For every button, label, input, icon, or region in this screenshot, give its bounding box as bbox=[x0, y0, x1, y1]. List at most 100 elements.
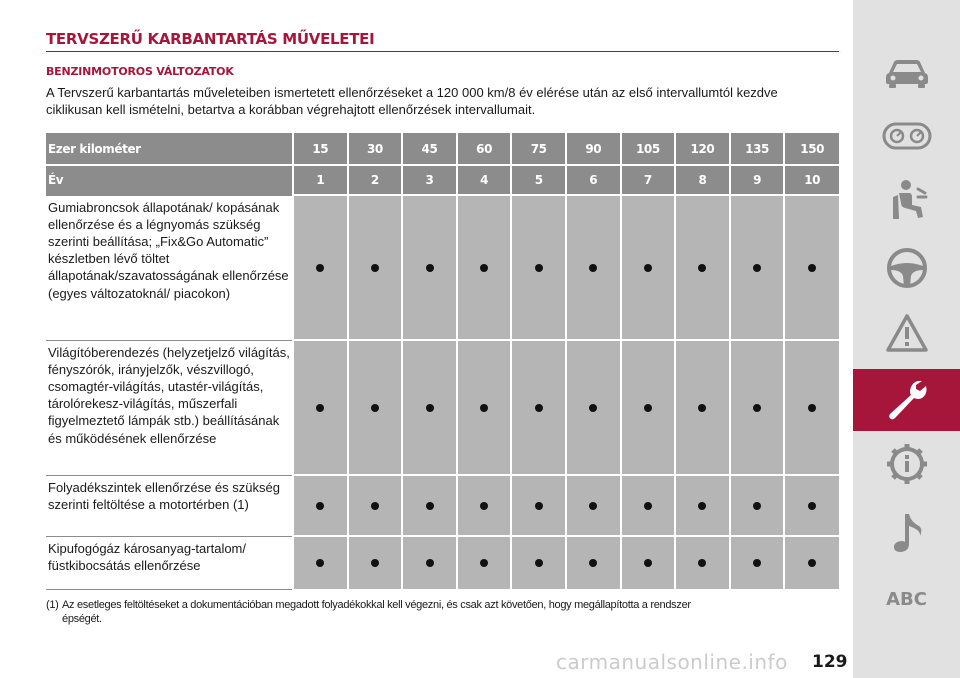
section-subtitle: BENZINMOTOROS VÁLTOZATOK bbox=[46, 65, 234, 78]
row-label: Folyadékszintek ellenőrzése és szükség s… bbox=[46, 474, 294, 536]
check-bullet-icon bbox=[534, 501, 543, 510]
sidebar-item-technical-data[interactable] bbox=[853, 433, 960, 495]
interval-cell bbox=[346, 474, 403, 536]
interval-cell bbox=[728, 339, 785, 475]
check-bullet-icon bbox=[370, 263, 379, 272]
footnote: (1) Az esetleges feltöltéseket a dokument… bbox=[46, 598, 839, 626]
interval-cell bbox=[783, 339, 839, 475]
sidebar-item-driving[interactable] bbox=[853, 237, 960, 299]
dashboard-gauges-icon bbox=[882, 122, 931, 150]
interval-cell bbox=[401, 194, 457, 340]
check-bullet-icon bbox=[808, 263, 817, 272]
year-header-cell: 8 bbox=[674, 164, 730, 195]
check-bullet-icon bbox=[370, 403, 379, 412]
info-gear-icon bbox=[886, 444, 927, 484]
check-bullet-icon bbox=[370, 559, 379, 567]
km-header-cell: 60 bbox=[455, 133, 512, 165]
check-bullet-icon bbox=[753, 263, 762, 272]
sidebar-item-instruments[interactable] bbox=[853, 105, 960, 167]
check-bullet-icon bbox=[316, 501, 325, 510]
km-header-cell: 105 bbox=[619, 133, 676, 165]
interval-cell bbox=[455, 339, 512, 475]
interval-cell bbox=[455, 194, 512, 340]
sidebar-item-safety[interactable] bbox=[853, 168, 960, 230]
interval-cell bbox=[674, 194, 730, 340]
km-header-cell: 90 bbox=[564, 133, 621, 165]
footnote-text: Az esetleges feltöltéseket a dokumentáci… bbox=[62, 599, 691, 611]
interval-cell bbox=[564, 339, 621, 475]
abc-index-label: ABC bbox=[886, 588, 927, 610]
interval-cell bbox=[510, 535, 566, 589]
interval-cell bbox=[728, 474, 785, 536]
check-bullet-icon bbox=[808, 403, 817, 412]
check-bullet-icon bbox=[370, 501, 379, 510]
check-bullet-icon bbox=[808, 559, 817, 567]
interval-cell bbox=[783, 194, 839, 340]
interval-cell bbox=[346, 194, 403, 340]
interval-cell bbox=[619, 339, 676, 475]
sidebar-item-maintenance[interactable] bbox=[853, 369, 960, 431]
warning-triangle-icon bbox=[885, 314, 928, 352]
interval-cell bbox=[510, 339, 566, 475]
interval-cell bbox=[619, 535, 676, 589]
table-row: Gumiabroncsok állapotának/ kopásának ell… bbox=[46, 194, 839, 340]
check-bullet-icon bbox=[808, 501, 817, 510]
km-header-cell: 135 bbox=[728, 133, 785, 165]
interval-cell bbox=[783, 535, 839, 589]
check-bullet-icon bbox=[480, 559, 489, 567]
check-bullet-icon bbox=[480, 263, 489, 272]
footnote-text-continued: épségét. bbox=[62, 613, 102, 625]
music-note-icon bbox=[893, 514, 921, 552]
check-bullet-icon bbox=[425, 501, 434, 510]
check-bullet-icon bbox=[534, 263, 543, 272]
check-bullet-icon bbox=[480, 501, 489, 510]
sidebar-item-vehicle[interactable] bbox=[853, 41, 960, 103]
sidebar-item-index[interactable]: ABC bbox=[853, 568, 960, 630]
interval-cell bbox=[292, 339, 348, 475]
km-header-label: Ezer kilométer bbox=[46, 133, 294, 165]
check-bullet-icon bbox=[643, 403, 652, 412]
interval-cell bbox=[292, 535, 348, 589]
check-bullet-icon bbox=[643, 559, 652, 567]
year-header-cell: 3 bbox=[401, 164, 457, 195]
km-header-cell: 45 bbox=[401, 133, 457, 165]
year-header-label: Év bbox=[46, 164, 294, 195]
interval-cell bbox=[674, 535, 730, 589]
watermark: carmanualsonline.info bbox=[556, 650, 788, 674]
km-header-cell: 150 bbox=[783, 133, 839, 165]
interval-cell bbox=[401, 339, 457, 475]
check-bullet-icon bbox=[698, 501, 707, 510]
check-bullet-icon bbox=[698, 559, 707, 567]
car-icon bbox=[885, 60, 928, 88]
row-label: Gumiabroncsok állapotának/ kopásának ell… bbox=[46, 194, 294, 340]
km-header-cell: 30 bbox=[346, 133, 403, 165]
intro-paragraph: A Tervszerű karbantartás műveleteiben is… bbox=[46, 85, 778, 117]
interval-cell bbox=[346, 535, 403, 589]
check-bullet-icon bbox=[425, 263, 434, 272]
wrench-icon bbox=[888, 380, 926, 420]
interval-cell bbox=[346, 339, 403, 475]
sidebar-item-multimedia[interactable] bbox=[853, 501, 960, 563]
interval-cell bbox=[619, 194, 676, 340]
check-bullet-icon bbox=[316, 403, 325, 412]
interval-cell bbox=[292, 194, 348, 340]
check-bullet-icon bbox=[643, 263, 652, 272]
steering-wheel-icon bbox=[886, 248, 927, 288]
check-bullet-icon bbox=[698, 403, 707, 412]
table-row: Kipufogógáz károsanyag-tartalom/ füstkib… bbox=[46, 535, 839, 590]
check-bullet-icon bbox=[753, 559, 762, 567]
interval-cell bbox=[619, 474, 676, 536]
row-label: Kipufogógáz károsanyag-tartalom/ füstkib… bbox=[46, 535, 294, 590]
sidebar-item-warnings[interactable] bbox=[853, 302, 960, 364]
year-header-row: Év 1 2 3 4 5 6 7 8 9 10 bbox=[46, 164, 839, 195]
interval-cell bbox=[674, 474, 730, 536]
interval-cell bbox=[455, 535, 512, 589]
year-header-cell: 5 bbox=[510, 164, 566, 195]
km-header-row: Ezer kilométer 15 30 45 60 75 90 105 120… bbox=[46, 133, 839, 165]
check-bullet-icon bbox=[425, 559, 434, 567]
km-header-cell: 15 bbox=[292, 133, 348, 165]
year-header-cell: 10 bbox=[783, 164, 839, 195]
check-bullet-icon bbox=[589, 263, 598, 272]
km-header-cell: 120 bbox=[674, 133, 730, 165]
check-bullet-icon bbox=[753, 501, 762, 510]
